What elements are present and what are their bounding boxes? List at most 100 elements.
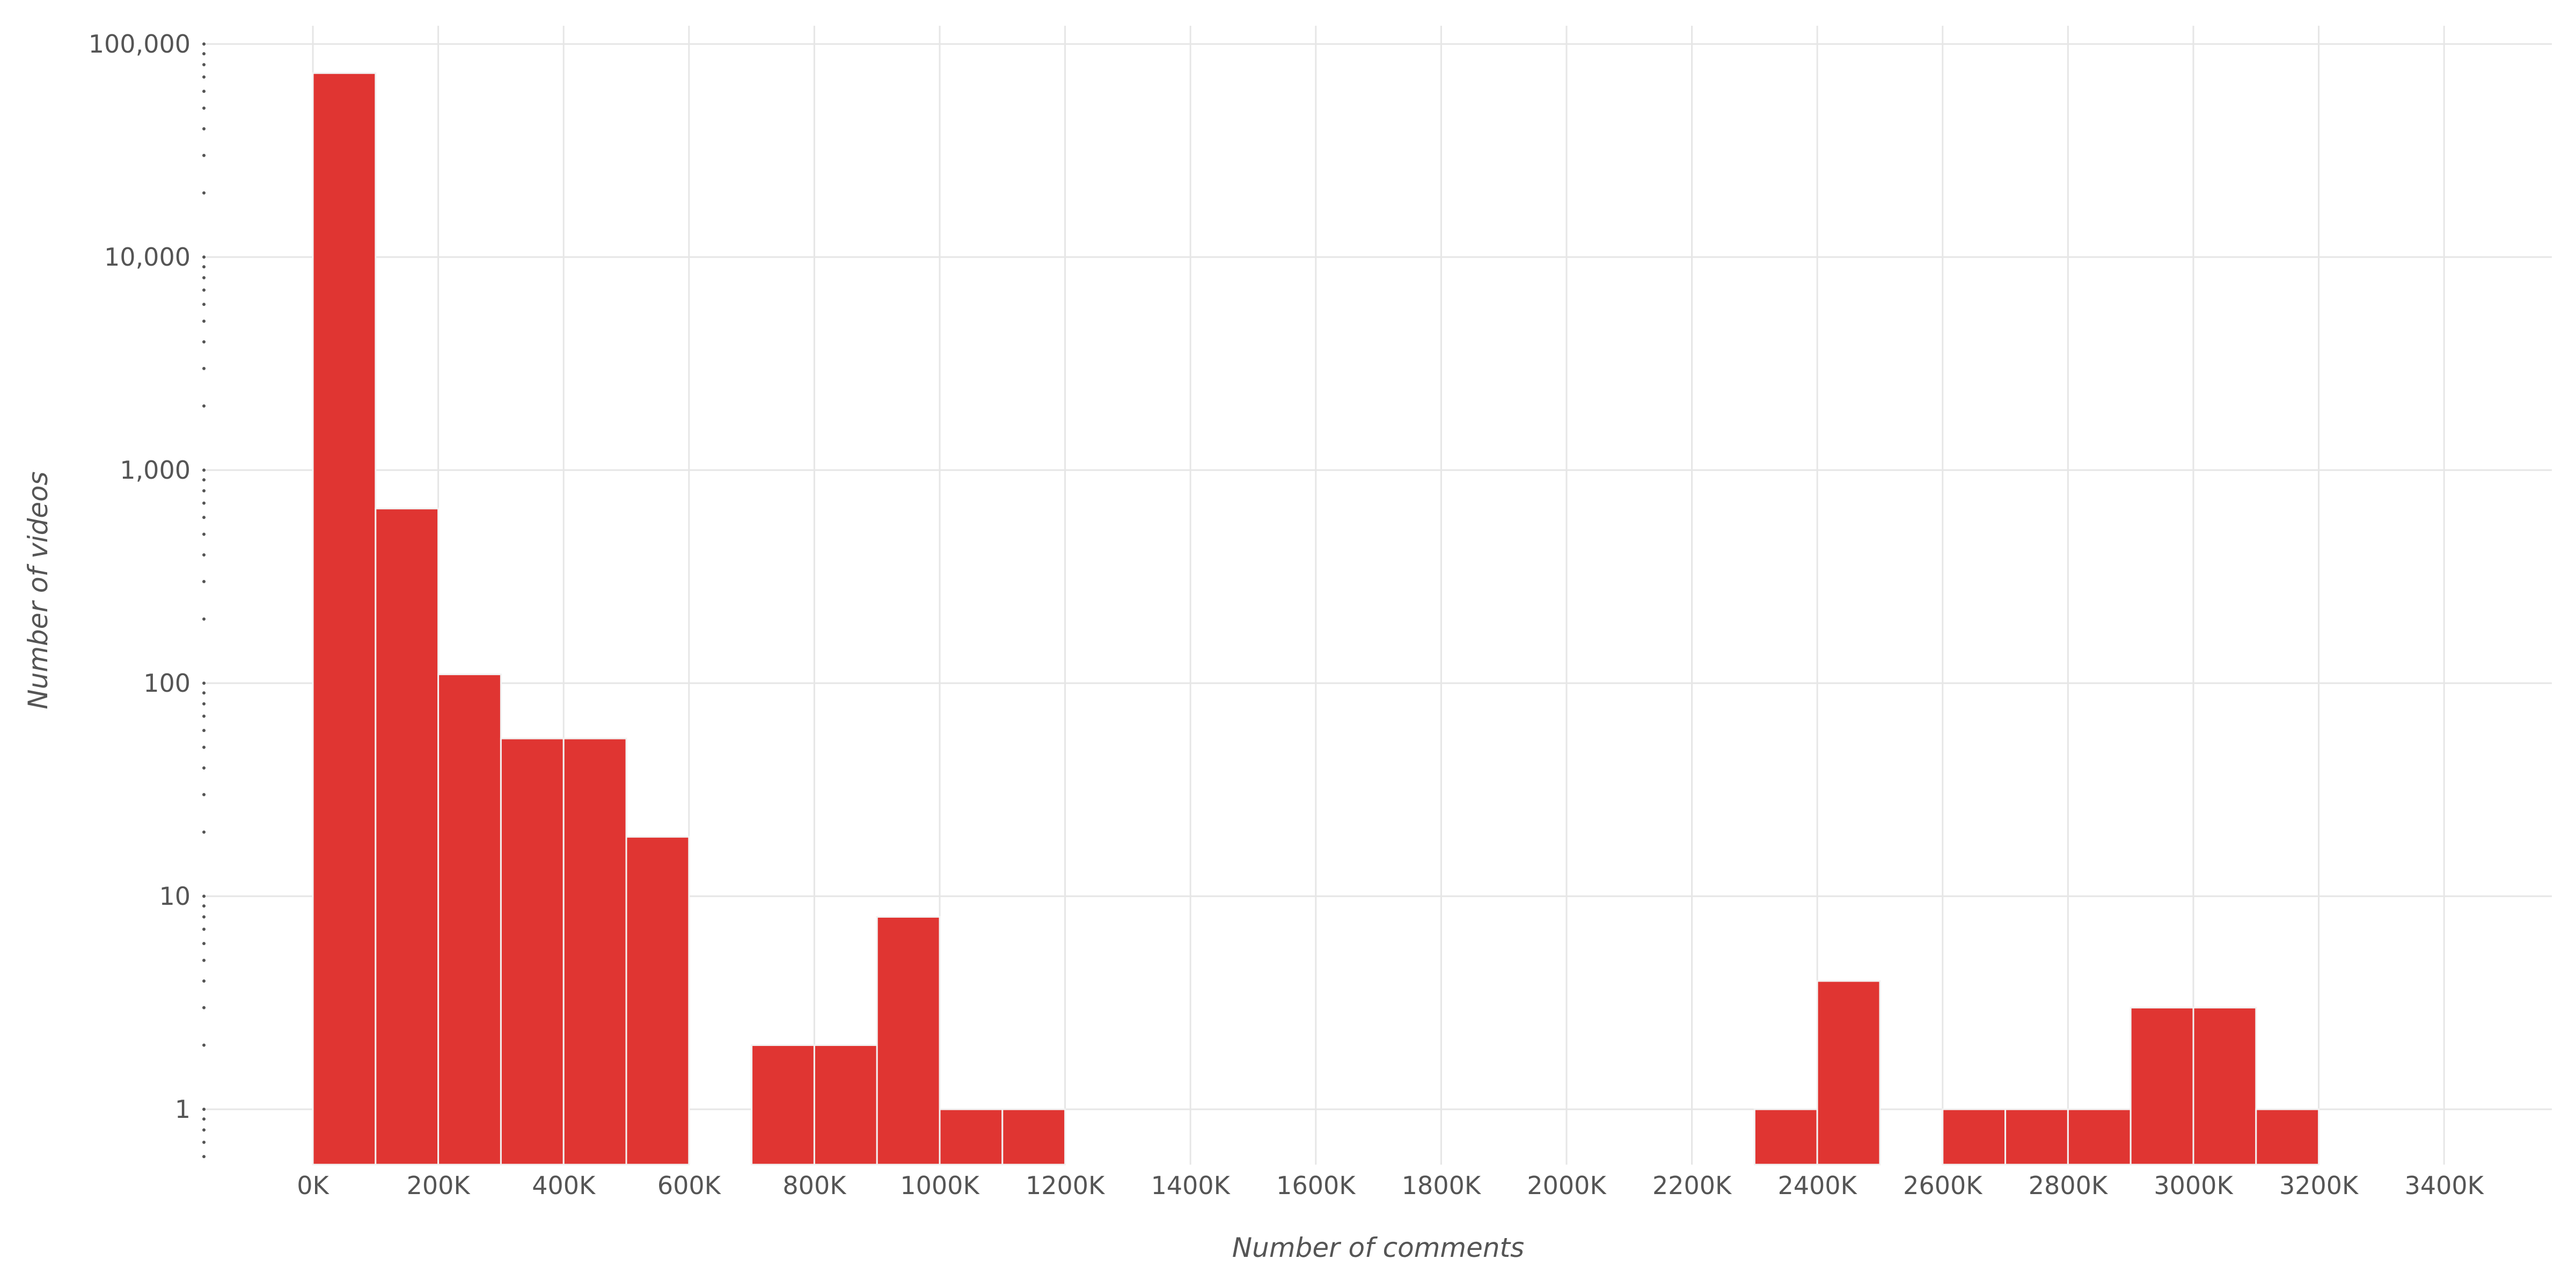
y-tick-label: 100,000 <box>89 30 191 58</box>
y-minor-tick <box>202 303 206 306</box>
y-minor-tick <box>202 75 206 79</box>
histogram-bar <box>2067 1108 2132 1166</box>
x-tick-label: 2600K <box>1903 1171 1983 1200</box>
y-minor-tick <box>202 895 206 898</box>
histogram-bar <box>500 737 565 1166</box>
y-tick-label: 10 <box>159 882 191 911</box>
y-minor-tick <box>202 691 206 695</box>
x-tick-label: 3200K <box>2279 1171 2359 1200</box>
x-tick-label: 800K <box>782 1171 847 1200</box>
x-tick-label: 2200K <box>1652 1171 1732 1200</box>
x-tick-label: 3400K <box>2405 1171 2485 1200</box>
y-minor-ticks <box>202 42 206 1159</box>
y-minor-tick <box>202 469 206 472</box>
grid-lines <box>203 26 2552 1165</box>
y-minor-tick <box>202 958 206 962</box>
y-minor-tick <box>202 42 206 46</box>
histogram-bar <box>1001 1108 1066 1166</box>
y-minor-tick <box>202 1117 206 1121</box>
y-minor-tick <box>202 90 206 93</box>
y-minor-tick <box>202 904 206 908</box>
y-minor-tick <box>202 1128 206 1132</box>
x-tick-label: 1400K <box>1151 1171 1231 1200</box>
x-tick-label: 1800K <box>1402 1171 1482 1200</box>
y-tick-label: 1 <box>175 1095 191 1124</box>
y-minor-tick <box>202 255 206 259</box>
x-tick-label: 1000K <box>900 1171 980 1200</box>
histogram-bar <box>939 1108 1004 1166</box>
y-minor-tick <box>202 106 206 110</box>
y-minor-tick <box>202 340 206 343</box>
x-tick-label: 600K <box>657 1171 722 1200</box>
y-minor-tick <box>202 265 206 269</box>
y-minor-tick <box>202 1006 206 1009</box>
x-tick-label: 2000K <box>1527 1171 1607 1200</box>
y-minor-tick <box>202 553 206 557</box>
histogram-bar <box>2192 1007 2257 1166</box>
y-minor-tick <box>202 516 206 519</box>
x-tick-label: 200K <box>407 1171 471 1200</box>
y-minor-tick <box>202 979 206 983</box>
x-tick-label: 2400K <box>1778 1171 1858 1200</box>
histogram-bar <box>751 1044 815 1166</box>
y-minor-tick <box>202 52 206 56</box>
histogram-bar <box>312 72 377 1166</box>
y-minor-tick <box>202 489 206 493</box>
y-minor-tick <box>202 745 206 749</box>
histogram-bar <box>1753 1108 1818 1166</box>
x-tick-label: 2800K <box>2029 1171 2109 1200</box>
y-minor-tick <box>202 532 206 536</box>
x-tick-label: 400K <box>532 1171 596 1200</box>
y-minor-tick <box>202 617 206 621</box>
y-tick-labels: 1 10 100 1,000 10,000 100,000 <box>89 30 191 1124</box>
y-minor-tick <box>202 1155 206 1159</box>
y-minor-tick <box>202 153 206 157</box>
histogram-bar <box>437 674 502 1166</box>
y-minor-tick <box>202 367 206 370</box>
y-minor-tick <box>202 915 206 919</box>
histogram-bar <box>2129 1007 2194 1166</box>
y-tick-label: 1,000 <box>120 456 191 485</box>
y-axis-title: Number of videos <box>23 471 54 709</box>
y-minor-tick <box>202 319 206 323</box>
histogram-bar <box>2255 1108 2320 1166</box>
y-minor-tick <box>202 927 206 931</box>
x-tick-label: 0K <box>297 1171 330 1200</box>
y-minor-tick <box>202 276 206 280</box>
y-minor-tick <box>202 1043 206 1047</box>
y-minor-tick <box>202 729 206 733</box>
y-minor-tick <box>202 702 206 706</box>
x-tick-label: 1200K <box>1026 1171 1106 1200</box>
y-minor-tick <box>202 63 206 67</box>
y-minor-tick <box>202 766 206 770</box>
histogram-bar <box>2004 1108 2069 1166</box>
y-minor-tick <box>202 682 206 685</box>
y-minor-tick <box>202 478 206 482</box>
histogram-bar <box>1816 980 1881 1166</box>
y-tick-label: 10,000 <box>104 243 191 272</box>
y-tick-label: 100 <box>143 669 191 698</box>
histogram-bar <box>375 508 440 1166</box>
x-tick-label: 3000K <box>2154 1171 2234 1200</box>
x-tick-label: 1600K <box>1276 1171 1356 1200</box>
y-minor-tick <box>202 942 206 946</box>
histogram-bar <box>625 836 690 1166</box>
y-minor-tick <box>202 404 206 408</box>
histogram-bar <box>813 1044 878 1166</box>
histogram-bars <box>312 72 2320 1166</box>
y-minor-tick <box>202 1140 206 1144</box>
y-minor-tick <box>202 580 206 583</box>
histogram-bar <box>562 737 627 1166</box>
x-axis-title: Number of comments <box>1232 1232 1524 1263</box>
y-minor-tick <box>202 830 206 834</box>
y-minor-tick <box>202 714 206 718</box>
y-minor-tick <box>202 191 206 195</box>
y-minor-tick <box>202 288 206 292</box>
y-minor-tick <box>202 793 206 796</box>
y-minor-tick <box>202 501 206 505</box>
y-minor-tick <box>202 1108 206 1111</box>
histogram-bar <box>1942 1108 2007 1166</box>
y-minor-tick <box>202 127 206 130</box>
x-tick-labels: 0K 200K 400K 600K 800K 1000K 1200K 1400K 1600K 18… <box>297 1171 2484 1200</box>
